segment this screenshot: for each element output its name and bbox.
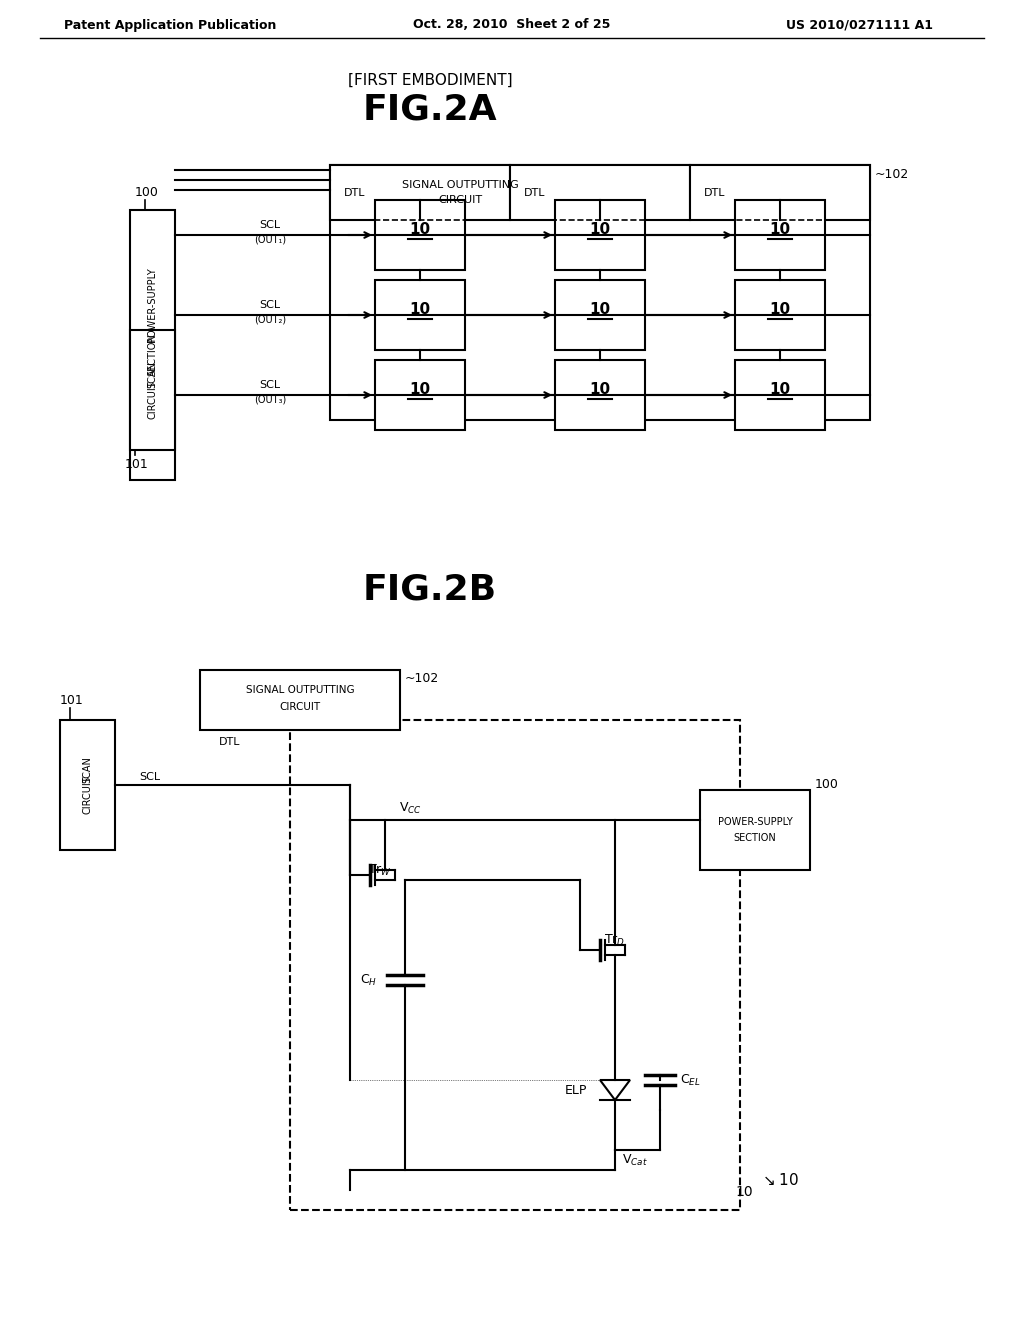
Text: [FIRST EMBODIMENT]: [FIRST EMBODIMENT] bbox=[348, 73, 512, 87]
Text: 10: 10 bbox=[410, 383, 430, 397]
Text: CIRCUIT: CIRCUIT bbox=[83, 776, 92, 814]
Bar bbox=[735, 360, 825, 430]
Text: (OUT₂): (OUT₂) bbox=[254, 315, 286, 325]
Text: (OUT₃): (OUT₃) bbox=[254, 395, 286, 405]
Bar bbox=[690, 165, 870, 220]
Text: SIGNAL OUTPUTTING: SIGNAL OUTPUTTING bbox=[401, 180, 518, 190]
Text: DTL: DTL bbox=[344, 187, 366, 198]
Bar bbox=[290, 719, 740, 1210]
Text: FIG.2B: FIG.2B bbox=[362, 573, 497, 607]
Text: ELP: ELP bbox=[564, 1084, 587, 1097]
Bar bbox=[555, 201, 645, 271]
Text: SECTION: SECTION bbox=[147, 334, 158, 376]
Text: FIG.2A: FIG.2A bbox=[362, 92, 498, 127]
Text: POWER-SUPPLY: POWER-SUPPLY bbox=[147, 268, 158, 342]
Bar bbox=[200, 671, 400, 730]
Text: Tr$_D$: Tr$_D$ bbox=[604, 932, 626, 948]
Text: SCAN: SCAN bbox=[147, 362, 158, 388]
Text: Tr$_W$: Tr$_W$ bbox=[368, 862, 392, 878]
Text: ~102: ~102 bbox=[406, 672, 439, 685]
Text: 10: 10 bbox=[590, 223, 610, 238]
Bar bbox=[555, 280, 645, 350]
Bar bbox=[60, 719, 115, 850]
Text: SCL: SCL bbox=[259, 300, 281, 310]
Bar bbox=[375, 201, 465, 271]
Text: 100: 100 bbox=[815, 779, 839, 792]
Text: 10: 10 bbox=[410, 223, 430, 238]
Bar bbox=[555, 360, 645, 430]
Text: 101: 101 bbox=[60, 693, 84, 706]
Text: SCL: SCL bbox=[259, 380, 281, 389]
Text: 10: 10 bbox=[769, 223, 791, 238]
Text: V$_{Cat}$: V$_{Cat}$ bbox=[622, 1152, 648, 1168]
Text: US 2010/0271111 A1: US 2010/0271111 A1 bbox=[786, 18, 934, 32]
Text: POWER-SUPPLY: POWER-SUPPLY bbox=[718, 817, 793, 828]
Bar bbox=[510, 165, 690, 220]
Text: ~102: ~102 bbox=[874, 169, 909, 181]
Text: 10: 10 bbox=[590, 383, 610, 397]
Text: 10: 10 bbox=[590, 302, 610, 318]
Text: 10: 10 bbox=[735, 1185, 753, 1199]
Bar bbox=[330, 165, 870, 420]
Bar bbox=[735, 201, 825, 271]
Bar bbox=[700, 789, 810, 870]
Text: Patent Application Publication: Patent Application Publication bbox=[63, 18, 276, 32]
Text: $\searrow$10: $\searrow$10 bbox=[760, 1172, 799, 1188]
Bar bbox=[330, 165, 510, 220]
Text: DTL: DTL bbox=[705, 187, 726, 198]
Bar bbox=[130, 330, 175, 450]
Text: CIRCUIT: CIRCUIT bbox=[280, 702, 321, 711]
Text: 101: 101 bbox=[125, 458, 148, 471]
Text: CIRCUIT: CIRCUIT bbox=[147, 380, 158, 420]
Bar bbox=[375, 280, 465, 350]
Text: V$_{CC}$: V$_{CC}$ bbox=[398, 800, 422, 816]
Text: C$_H$: C$_H$ bbox=[359, 973, 377, 987]
Text: CIRCUIT: CIRCUIT bbox=[438, 195, 482, 205]
Text: SCAN: SCAN bbox=[83, 756, 92, 784]
Text: SIGNAL OUTPUTTING: SIGNAL OUTPUTTING bbox=[246, 685, 354, 696]
Text: 10: 10 bbox=[410, 302, 430, 318]
Text: DTL: DTL bbox=[524, 187, 546, 198]
Text: 100: 100 bbox=[135, 186, 159, 198]
Text: DTL: DTL bbox=[219, 737, 241, 747]
Bar bbox=[375, 360, 465, 430]
Bar bbox=[735, 280, 825, 350]
Bar bbox=[130, 210, 175, 480]
Text: 10: 10 bbox=[769, 302, 791, 318]
Text: (OUT₁): (OUT₁) bbox=[254, 235, 286, 246]
Text: 10: 10 bbox=[769, 383, 791, 397]
Text: C$_{EL}$: C$_{EL}$ bbox=[680, 1072, 700, 1088]
Text: Oct. 28, 2010  Sheet 2 of 25: Oct. 28, 2010 Sheet 2 of 25 bbox=[414, 18, 610, 32]
Text: SCL: SCL bbox=[139, 772, 161, 781]
Text: SECTION: SECTION bbox=[733, 833, 776, 843]
Text: SCL: SCL bbox=[259, 220, 281, 230]
